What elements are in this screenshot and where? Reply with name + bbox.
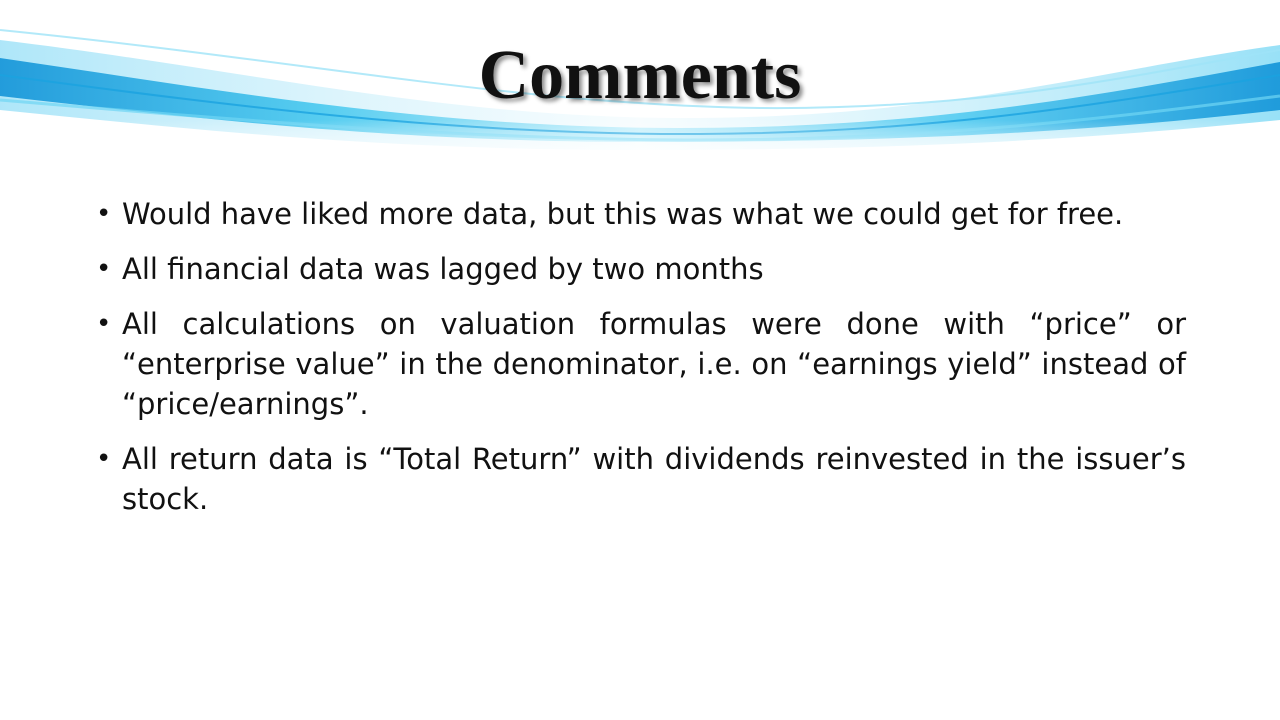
bullet-text: All return data is “Total Return” with d… (122, 442, 1186, 516)
bullet-text: All financial data was lagged by two mon… (122, 252, 764, 286)
bullet-item: • All calculations on valuation formulas… (96, 304, 1186, 424)
bullet-icon: • (96, 254, 112, 284)
bullet-item: • All financial data was lagged by two m… (96, 249, 1186, 289)
bullet-item: • All return data is “Total Return” with… (96, 439, 1186, 519)
slide-title: Comments (478, 37, 802, 114)
wave-line-3 (0, 29, 1280, 110)
wave-fade (0, 120, 1280, 170)
bullet-icon: • (96, 444, 112, 474)
header-wave-decoration (0, 29, 1280, 170)
bullet-text: Would have liked more data, but this was… (122, 197, 1124, 231)
bullet-text: All calculations on valuation formulas w… (122, 307, 1186, 421)
bullet-list: • Would have liked more data, but this w… (96, 194, 1186, 534)
bullet-icon: • (96, 199, 112, 229)
bullet-item: • Would have liked more data, but this w… (96, 194, 1186, 234)
bullet-icon: • (96, 309, 112, 339)
